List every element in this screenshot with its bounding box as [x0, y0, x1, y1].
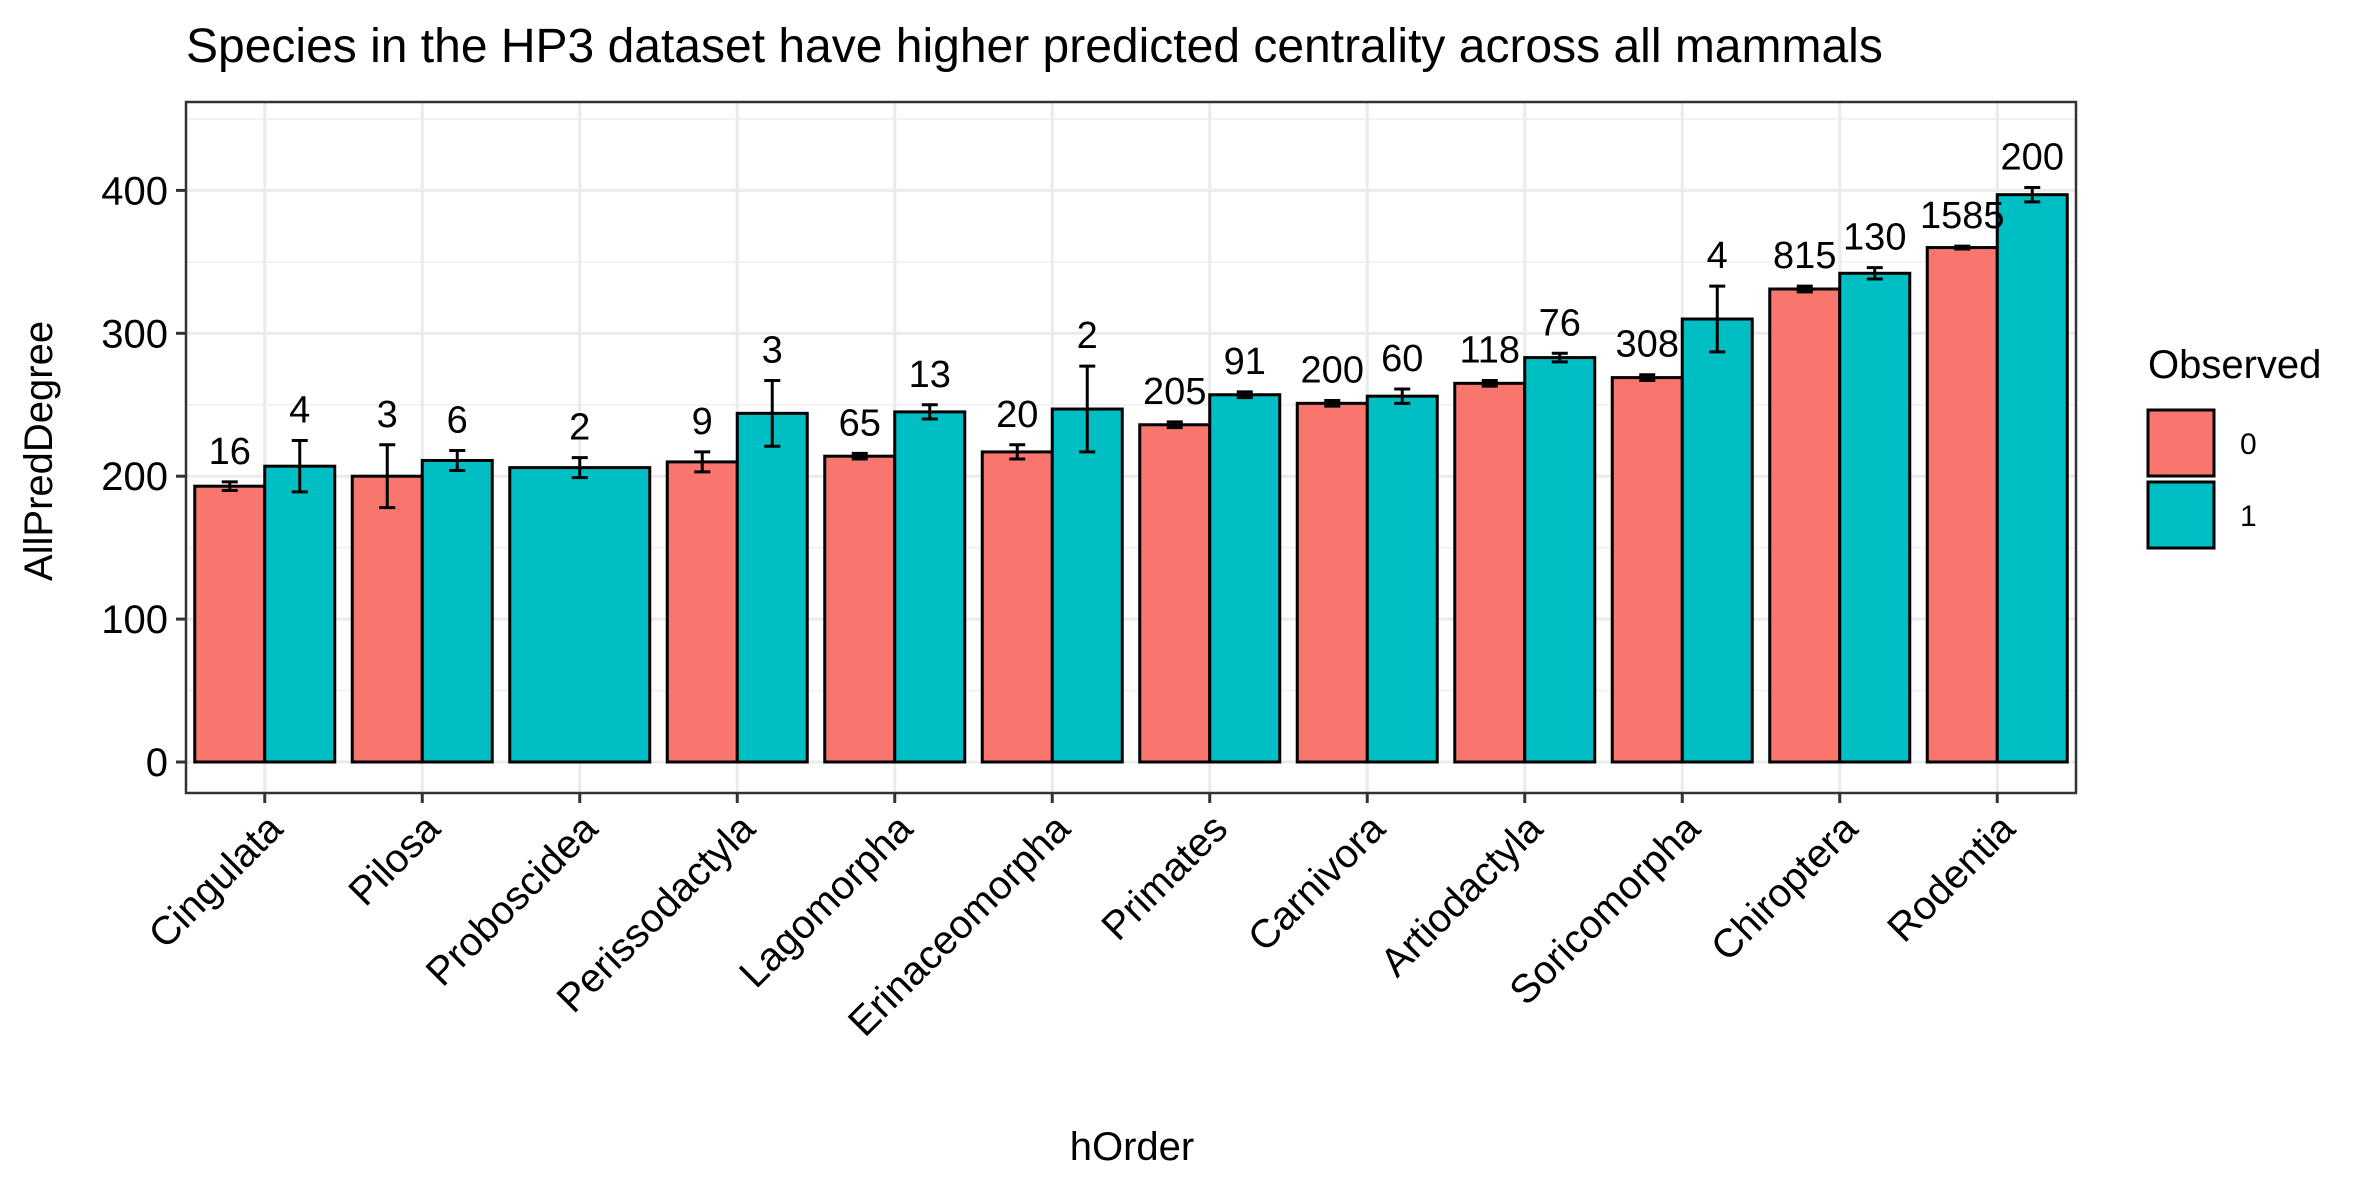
bar-count-label: 20: [996, 394, 1038, 436]
bar-count-label: 3: [377, 394, 398, 436]
panel-background: [186, 102, 2076, 793]
y-tick-label: 400: [101, 169, 168, 213]
bar-observed-0: [1925, 246, 1999, 764]
bar-count-label: 2: [569, 407, 590, 449]
y-tick-label: 0: [146, 741, 168, 785]
bar-observed-0: [823, 454, 897, 764]
bar-observed-1: [508, 466, 652, 764]
bar-count-label: 2: [1077, 315, 1098, 357]
y-axis-title: AllPredDegree: [17, 321, 61, 581]
panel-border: [184, 100, 2078, 795]
bar-count-label: 4: [1707, 235, 1728, 277]
bar-observed-1: [1523, 356, 1597, 764]
bar-observed-1: [1050, 407, 1124, 764]
bar-count-label: 6: [447, 399, 468, 441]
bar-count-label: 815: [1773, 235, 1836, 277]
bar-observed-1: [1365, 394, 1439, 764]
bar-observed-0: [980, 450, 1054, 764]
bar-observed-1: [1208, 393, 1282, 764]
bar-observed-1: [1680, 317, 1754, 764]
x-axis-title: hOrder: [1070, 1125, 1195, 1169]
y-tick-label: 100: [101, 598, 168, 642]
bar-count-label: 200: [1301, 349, 1364, 391]
bar-count-label: 91: [1224, 341, 1266, 383]
legend-title: Observed: [2148, 343, 2321, 387]
legend: Observed 0 1: [2146, 343, 2321, 550]
bar-observed-1: [263, 464, 337, 764]
bar-count-label: 60: [1381, 338, 1423, 380]
bar-observed-1: [1995, 193, 2069, 764]
bar-observed-0: [1295, 401, 1369, 764]
bar-count-label: 76: [1539, 302, 1581, 344]
bar-count-label: 118: [1459, 329, 1520, 371]
bar-labels: 16 4 3 6 2 9 3 65 13 20 2 205 91 200 60 118 76 308 4 815 130…: [209, 137, 2064, 473]
bar-observed-0: [350, 474, 424, 764]
bar-observed-1: [1838, 271, 1912, 764]
bar-observed-0: [665, 460, 739, 764]
plot-panel: [186, 102, 2076, 793]
bar-observed-0: [1453, 381, 1527, 764]
y-tick-label: 300: [101, 312, 168, 356]
bar-count-label: 4: [289, 389, 310, 431]
bar-count-label: 308: [1616, 324, 1679, 366]
bar-count-label: 200: [2001, 137, 2064, 179]
legend-label: 0: [2240, 428, 2257, 461]
chart-title: Species in the HP3 dataset have higher p…: [186, 20, 1883, 73]
y-tick-label: 200: [101, 455, 168, 499]
bar-count-label: 13: [909, 354, 951, 396]
bars: [193, 186, 2069, 764]
bar-observed-0: [1138, 423, 1212, 764]
bar-count-label: 65: [839, 402, 881, 444]
bar-count-label: 130: [1843, 217, 1906, 259]
legend-label: 1: [2240, 500, 2257, 533]
bar-count-label: 16: [209, 431, 251, 473]
bar-count-label: 9: [692, 401, 713, 443]
bar-observed-0: [1768, 287, 1842, 764]
bar-observed-1: [420, 458, 494, 764]
legend-key: [2146, 480, 2216, 550]
bar-observed-0: [1610, 376, 1684, 764]
bar-observed-1: [735, 411, 809, 764]
bar-observed-0: [193, 484, 267, 764]
bar-count-label: 3: [762, 329, 783, 371]
bar-count-label: 1585: [1920, 195, 2005, 237]
bar-count-label: 205: [1143, 371, 1206, 413]
bar-observed-1: [893, 410, 967, 764]
legend-key: [2146, 408, 2216, 478]
